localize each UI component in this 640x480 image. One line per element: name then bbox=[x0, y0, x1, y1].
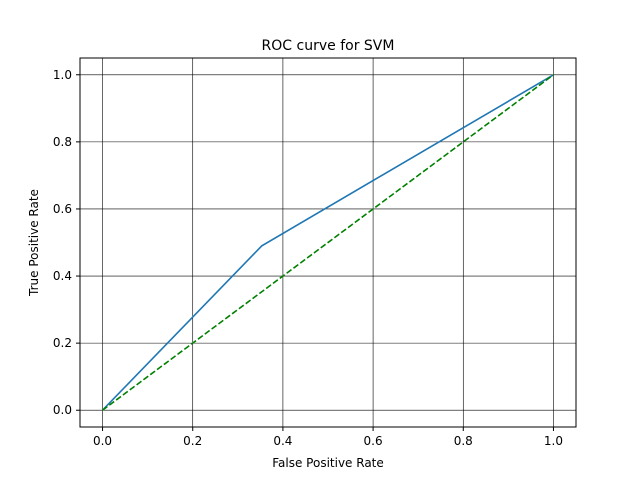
chart-title: ROC curve for SVM bbox=[262, 38, 395, 54]
grid-lines bbox=[80, 58, 576, 427]
y-tick-label: 1.0 bbox=[53, 68, 72, 82]
y-tick-label: 0.8 bbox=[53, 135, 72, 149]
x-tick-label: 1.0 bbox=[544, 434, 563, 448]
y-tick-label: 0.6 bbox=[53, 202, 72, 216]
x-axis-label: False Positive Rate bbox=[272, 456, 384, 470]
x-tick-label: 0.4 bbox=[273, 434, 292, 448]
x-tick-label: 0.8 bbox=[454, 434, 473, 448]
y-axis-label: True Positive Rate bbox=[27, 189, 41, 297]
x-tick-label: 0.6 bbox=[364, 434, 383, 448]
y-tick-label: 0.4 bbox=[53, 269, 72, 283]
plot-series bbox=[101, 74, 554, 411]
x-tick-label: 0.2 bbox=[183, 434, 202, 448]
x-tick-label: 0.0 bbox=[93, 434, 112, 448]
axes-frame bbox=[79, 57, 577, 428]
axis-ticks: 0.0 0.2 0.4 0.6 0.8 1.0 0.0 0.2 0.4 0.6 0.8 1.0 bbox=[53, 68, 563, 448]
chance-diagonal-line bbox=[102, 74, 554, 411]
y-tick-label: 0.0 bbox=[53, 403, 72, 417]
roc-curve-line bbox=[101, 74, 554, 411]
y-tick-label: 0.2 bbox=[53, 336, 72, 350]
